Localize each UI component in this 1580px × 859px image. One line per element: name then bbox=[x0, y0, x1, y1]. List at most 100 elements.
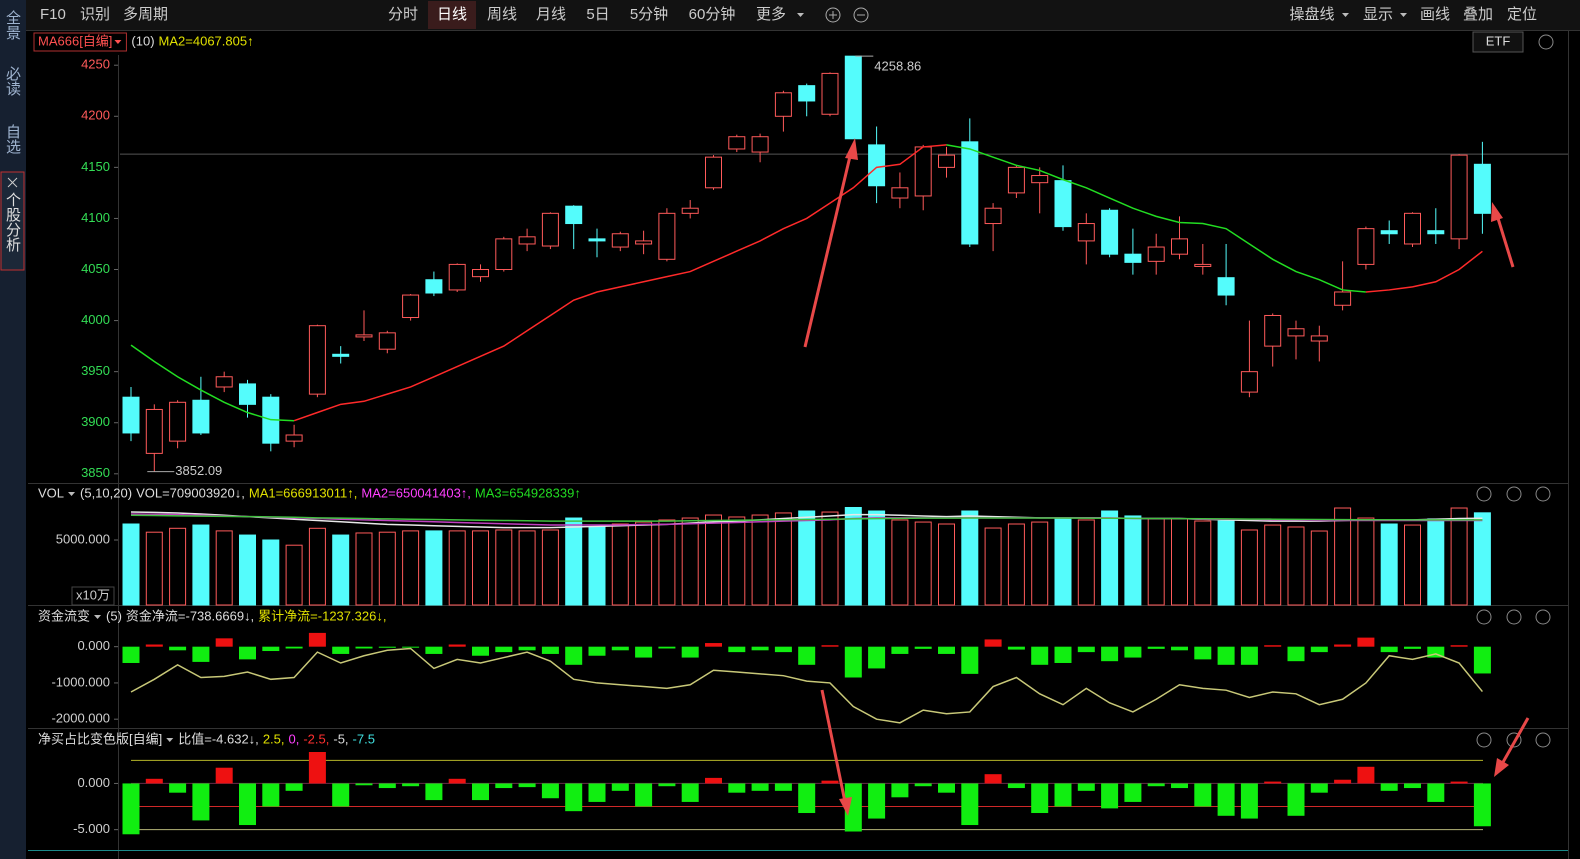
dropdown-caret[interactable] bbox=[1400, 13, 1407, 17]
bar bbox=[751, 783, 769, 791]
bar bbox=[1427, 646, 1445, 658]
volume-bar bbox=[705, 514, 722, 606]
sidebar-tab[interactable]: 必读 bbox=[4, 66, 21, 96]
toolbar-item[interactable]: 显示 bbox=[1363, 6, 1393, 23]
candle-body bbox=[472, 269, 489, 278]
close-icon[interactable] bbox=[1535, 609, 1551, 625]
panel-title[interactable]: 净买占比变色版[自编] bbox=[38, 731, 162, 746]
bar bbox=[798, 783, 816, 814]
help-icon[interactable] bbox=[1476, 609, 1492, 625]
sidebar-tab[interactable]: 全景 bbox=[4, 9, 21, 40]
volume-bar bbox=[169, 527, 187, 606]
annotation-arrow-head bbox=[839, 797, 852, 816]
legend-item: 2.5, bbox=[263, 731, 285, 746]
period-tab[interactable]: 5日 bbox=[586, 6, 609, 23]
bar bbox=[1427, 783, 1445, 802]
candle-body bbox=[448, 263, 466, 291]
help-icon[interactable] bbox=[1476, 486, 1492, 502]
annotation-arrow-head bbox=[845, 138, 858, 160]
close-icon[interactable] bbox=[1535, 732, 1551, 748]
indicator-name[interactable]: MA666[自编] bbox=[38, 33, 112, 48]
bar bbox=[588, 783, 606, 802]
zoom-in-icon[interactable] bbox=[825, 7, 841, 23]
bar bbox=[192, 783, 210, 821]
candle-body bbox=[984, 207, 1002, 225]
bar bbox=[868, 783, 886, 819]
volume-bar bbox=[611, 523, 629, 606]
settings-icon[interactable] bbox=[1506, 609, 1522, 625]
help-icon[interactable] bbox=[1476, 732, 1492, 748]
legend-item: MA2=650041403↑, bbox=[361, 485, 471, 500]
dropdown-caret[interactable] bbox=[68, 492, 76, 496]
dropdown-caret[interactable] bbox=[797, 13, 804, 17]
bar bbox=[472, 646, 489, 656]
period-tab[interactable]: 更多 bbox=[756, 6, 786, 23]
toolbar-item[interactable]: 定位 bbox=[1507, 6, 1537, 23]
help-icon[interactable] bbox=[1538, 34, 1554, 50]
volume-bar bbox=[1473, 512, 1491, 606]
bar bbox=[1473, 783, 1491, 827]
toolbar-item[interactable]: 识别 bbox=[80, 6, 110, 23]
candle-body bbox=[378, 332, 396, 350]
volume-bar bbox=[588, 526, 606, 606]
candle-body bbox=[1287, 328, 1305, 337]
volume-bar bbox=[355, 532, 373, 606]
candle-body bbox=[215, 376, 233, 388]
period-tab[interactable]: 60分钟 bbox=[689, 6, 736, 23]
panel-title[interactable]: 资金流变 bbox=[38, 608, 90, 623]
bar bbox=[1054, 783, 1072, 807]
toolbar-item[interactable]: 多周期 bbox=[123, 6, 168, 23]
bar bbox=[611, 783, 629, 791]
volume-bar bbox=[1054, 517, 1072, 606]
panel-title[interactable]: VOL bbox=[38, 485, 64, 500]
volume-bar bbox=[1334, 507, 1352, 606]
candle-body bbox=[1101, 209, 1119, 255]
volume-bar bbox=[961, 510, 979, 606]
sidebar-tab[interactable]: 自选 bbox=[4, 124, 21, 155]
candle-body bbox=[774, 92, 792, 117]
period-tab[interactable]: 5分钟 bbox=[630, 6, 668, 23]
y-tick-label: 4100 bbox=[81, 210, 110, 225]
period-tab[interactable]: 分时 bbox=[388, 6, 418, 23]
bar bbox=[425, 783, 443, 801]
dropdown-caret[interactable] bbox=[1342, 13, 1349, 17]
legend-item: 资金净流=-738.6669↓, bbox=[126, 608, 254, 623]
volume-bar bbox=[1450, 507, 1468, 606]
legend-item: -5, bbox=[333, 731, 348, 746]
period-tab[interactable]: 日线 bbox=[437, 6, 467, 23]
toolbar-item[interactable]: 画线 bbox=[1420, 6, 1450, 23]
dropdown-caret[interactable] bbox=[166, 738, 174, 742]
settings-icon[interactable] bbox=[1506, 732, 1522, 748]
sidebar-tab[interactable]: 个股分析 bbox=[4, 192, 21, 252]
close-icon[interactable] bbox=[1535, 486, 1551, 502]
settings-icon[interactable] bbox=[1506, 486, 1522, 502]
bar bbox=[728, 783, 746, 793]
zoom-out-icon[interactable] bbox=[853, 7, 869, 23]
dropdown-caret[interactable] bbox=[114, 40, 122, 44]
volume-bar bbox=[239, 534, 256, 606]
candle-body bbox=[1473, 163, 1491, 214]
candle-body bbox=[1147, 246, 1165, 262]
bar bbox=[495, 646, 513, 653]
annotation-arrow bbox=[1500, 717, 1530, 765]
period-tab[interactable]: 月线 bbox=[536, 6, 566, 23]
y-tick-label: 4250 bbox=[81, 57, 110, 72]
bar bbox=[914, 646, 932, 649]
indicator-box[interactable] bbox=[33, 32, 127, 52]
bar bbox=[332, 646, 350, 654]
ma-line bbox=[1365, 250, 1483, 293]
period-tab[interactable]: 周线 bbox=[487, 6, 517, 23]
close-icon[interactable] bbox=[7, 177, 18, 188]
etf-button-label[interactable]: ETF bbox=[1486, 33, 1511, 48]
toolbar-item[interactable]: F10 bbox=[40, 6, 66, 23]
toolbar-item[interactable]: 叠加 bbox=[1463, 6, 1493, 23]
etf-button[interactable] bbox=[1472, 31, 1524, 53]
candle-body bbox=[1357, 228, 1375, 265]
legend-item: MA2=4067.805↑ bbox=[159, 33, 254, 48]
volume-bar bbox=[984, 527, 1002, 606]
toolbar-item[interactable]: 操盘线 bbox=[1289, 5, 1334, 23]
dropdown-caret[interactable] bbox=[94, 615, 102, 619]
y-tick-label: 5000.000 bbox=[56, 531, 110, 546]
y-tick-label: 0.000 bbox=[77, 775, 110, 790]
bar bbox=[518, 783, 536, 788]
